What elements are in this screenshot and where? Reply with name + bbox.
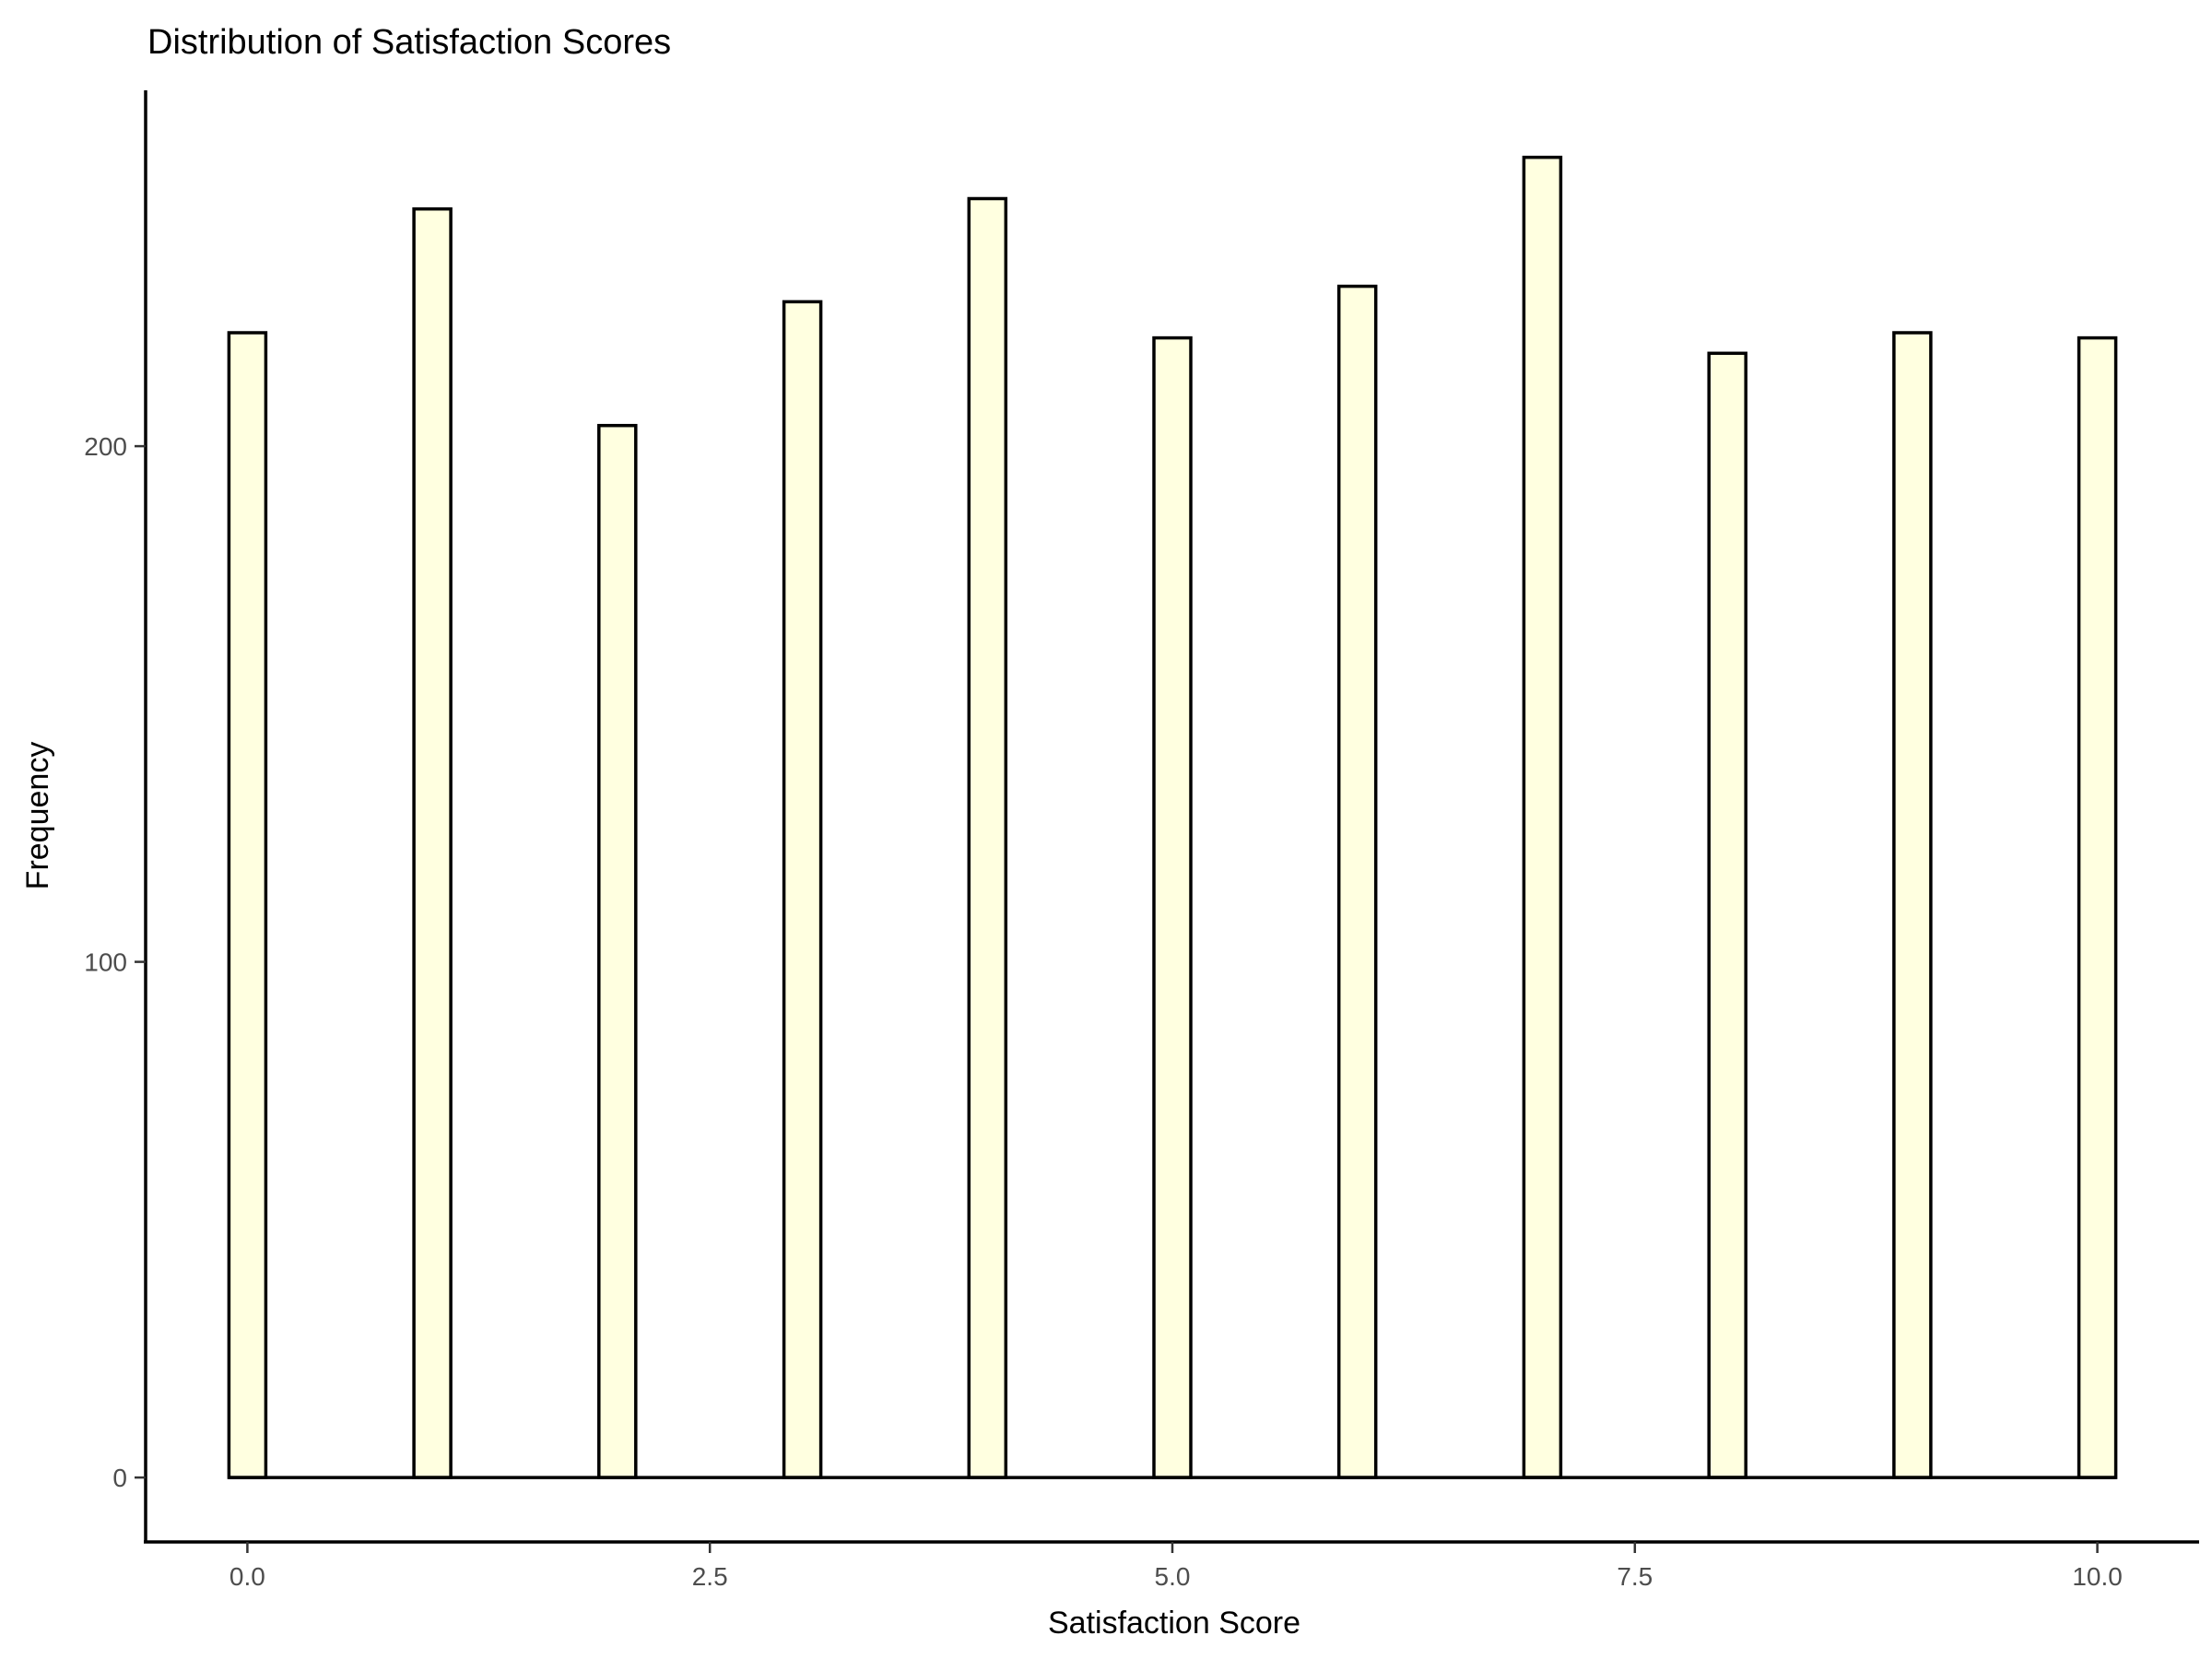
- y-tick-label: 100: [84, 948, 127, 977]
- x-ticks: 0.0 2.5 5.0 7.5 10.0: [229, 1542, 2123, 1591]
- bar-score-3: [782, 300, 823, 1479]
- chart-title: Distribution of Satisfaction Scores: [147, 23, 671, 62]
- bar-score-2: [597, 423, 638, 1479]
- bar-score-5: [1152, 335, 1193, 1479]
- x-tick-label: 5.0: [1155, 1562, 1191, 1591]
- x-tick-label: 0.0: [229, 1562, 265, 1591]
- bar-score-9: [1892, 331, 1933, 1479]
- bars-layer: [227, 155, 2118, 1479]
- bar-score-7: [1522, 155, 1563, 1479]
- bar-score-0: [227, 331, 268, 1479]
- bar-score-1: [412, 206, 453, 1479]
- y-axis-title: Frequency: [20, 742, 55, 890]
- bar-score-10: [2077, 335, 2118, 1479]
- bar-score-4: [967, 196, 1008, 1479]
- y-tick-label: 0: [112, 1464, 127, 1492]
- x-tick-label: 2.5: [692, 1562, 728, 1591]
- y-ticks: 0 100 200: [84, 432, 146, 1492]
- bar-score-6: [1336, 284, 1378, 1479]
- x-tick-label: 10.0: [2072, 1562, 2123, 1591]
- x-axis-title: Satisfaction Score: [1048, 1606, 1300, 1641]
- x-tick-label: 7.5: [1617, 1562, 1653, 1591]
- y-tick-label: 200: [84, 432, 127, 461]
- bar-score-8: [1707, 351, 1747, 1479]
